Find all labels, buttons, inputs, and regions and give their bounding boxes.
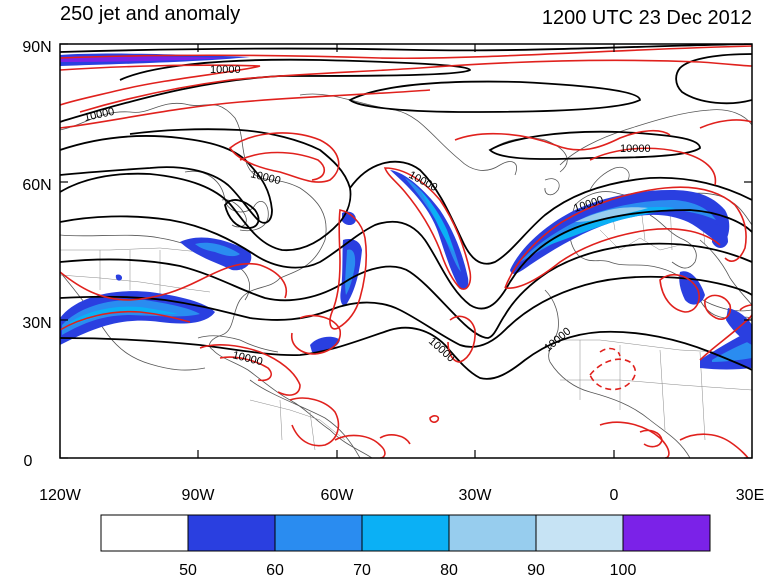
lon-label-30w: 30W <box>459 487 493 504</box>
anomaly-contour <box>289 397 340 447</box>
anomaly-contour <box>239 151 325 181</box>
lon-label-30e: 30E <box>736 487 764 504</box>
lon-label-0: 0 <box>610 487 619 504</box>
anomaly-contour <box>60 262 287 301</box>
anomaly-contour <box>334 434 386 458</box>
anomaly-contour <box>447 315 476 363</box>
colorbar-box-4 <box>448 514 537 552</box>
anomaly-contour <box>329 209 367 330</box>
anomaly-contour <box>429 415 440 423</box>
colorbar-label-70: 70 <box>353 562 371 577</box>
anomaly-contour <box>379 434 411 445</box>
map-title: 250 jet and anomaly <box>60 3 240 25</box>
colorbar-box-5 <box>535 514 624 552</box>
colorbar-box-0 <box>100 514 189 552</box>
anomaly-contour <box>199 343 301 396</box>
lat-label-90n: 90N <box>22 39 51 56</box>
anomaly-contour <box>383 167 472 290</box>
height-contour <box>60 135 273 224</box>
height-contour <box>675 53 752 105</box>
lon-label-60w: 60W <box>321 487 355 504</box>
anomaly-contour <box>60 45 752 60</box>
height-contour <box>348 80 641 113</box>
contour-label: 10000 <box>620 143 651 155</box>
colorbar-box-3 <box>361 514 450 552</box>
anomaly-contour <box>79 59 752 113</box>
height-contour <box>60 275 752 348</box>
anomaly-contour <box>589 147 717 186</box>
colorbar-label-90: 90 <box>527 562 545 577</box>
anomaly-contour <box>219 356 272 382</box>
axis-ticks <box>59 43 753 459</box>
map-timestamp: 1200 UTC 23 Dec 2012 <box>542 7 752 29</box>
lat-label-30n: 30N <box>22 315 51 332</box>
anomaly-contours <box>60 45 752 458</box>
colorbar: 50 60 70 80 90 100 <box>100 514 711 577</box>
colorbar-box-6 <box>622 514 711 552</box>
lon-label-90w: 90W <box>182 487 216 504</box>
map-background <box>60 44 752 458</box>
anomaly-contour <box>228 132 340 183</box>
contour-label: 10000 <box>210 64 241 76</box>
lat-label-0: 0 <box>24 453 33 470</box>
colorbar-label-80: 80 <box>440 562 458 577</box>
anomaly-contour <box>504 186 747 289</box>
anomaly-contour <box>639 429 663 448</box>
height-contour <box>224 199 260 229</box>
anomaly-contour <box>504 227 721 289</box>
anomaly-contour <box>60 64 261 106</box>
latitude-labels: 90N 60N 30N 0 <box>22 39 51 470</box>
height-contour <box>488 130 701 160</box>
anomaly-contour <box>704 294 732 320</box>
jet-shading <box>60 53 752 370</box>
colorbar-box-2 <box>274 514 363 552</box>
anomaly-contour <box>679 433 749 458</box>
height-contour <box>60 44 752 53</box>
anomaly-contour <box>699 119 752 129</box>
height-contour <box>60 326 752 380</box>
height-contour <box>60 58 471 123</box>
lat-label-60n: 60N <box>22 177 51 194</box>
colorbar-label-60: 60 <box>266 562 284 577</box>
anomaly-contour <box>60 89 431 129</box>
jet-shade-atlantic-central <box>390 170 469 290</box>
anomaly-contour <box>290 314 341 355</box>
height-contour <box>60 209 752 310</box>
colorbar-label-100: 100 <box>610 562 637 577</box>
anomaly-contour <box>659 274 700 313</box>
colorbar-label-50: 50 <box>179 562 197 577</box>
colorbar-box-1 <box>187 514 276 552</box>
anomaly-contour-dashed <box>589 358 637 391</box>
anomaly-contour <box>599 421 670 458</box>
map-frame <box>59 43 753 459</box>
anomaly-contour <box>454 129 671 151</box>
anomaly-contour-dashed <box>599 347 621 357</box>
longitude-labels: 120W 90W 60W 30W 0 30E <box>39 487 764 504</box>
anomaly-contour <box>60 310 191 331</box>
lon-label-120w: 120W <box>39 487 82 504</box>
